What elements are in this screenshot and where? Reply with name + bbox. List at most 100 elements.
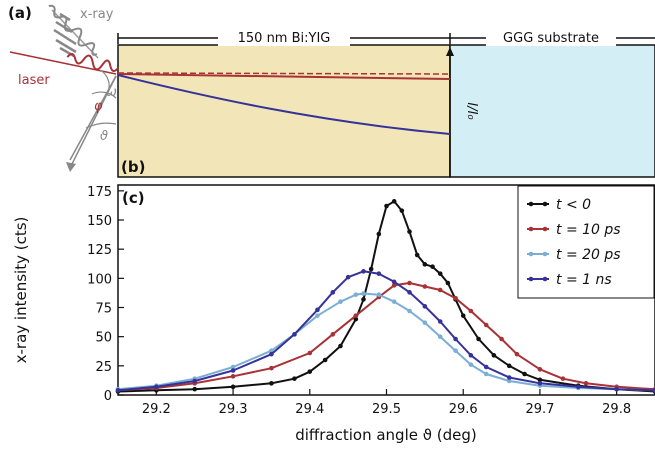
- data-point: [307, 350, 313, 356]
- data-point: [154, 384, 159, 390]
- xray-label: x-ray: [80, 7, 114, 22]
- laser-pulse-icon: [66, 53, 120, 72]
- series-layer: [115, 199, 655, 394]
- data-point: [391, 283, 397, 288]
- x-axis-label: diffraction angle ϑ (deg): [295, 426, 477, 444]
- y-tick-label: 100: [87, 272, 112, 287]
- data-point: [407, 308, 412, 314]
- series-line: [117, 292, 655, 392]
- data-point: [575, 384, 581, 390]
- data-point: [307, 369, 313, 374]
- panel-label-c: (c): [122, 189, 145, 207]
- data-point: [422, 320, 428, 325]
- y-tick-label: 0: [104, 389, 112, 404]
- substrate-layer: [449, 44, 655, 178]
- data-point: [353, 316, 359, 322]
- data-point: [476, 336, 481, 342]
- data-point: [230, 384, 236, 390]
- legend-marker: [528, 251, 534, 257]
- data-point: [338, 299, 343, 304]
- schematic: 150 nm Bi:YIG GGG substrate I/I₀ (a) (b)…: [8, 4, 655, 178]
- data-point: [269, 381, 274, 386]
- data-point: [391, 279, 397, 285]
- laser-profile-dashed: [117, 72, 451, 75]
- intensity-arrow-head: [446, 47, 454, 56]
- data-point: [322, 357, 328, 363]
- data-point: [506, 363, 512, 369]
- data-point: [353, 313, 359, 318]
- data-point: [514, 351, 520, 357]
- y-axis-ticks: 0 25 50 75 100 125 150 175: [87, 185, 124, 404]
- legend-label: t < 0: [556, 197, 591, 213]
- data-point: [537, 367, 543, 372]
- legend: t < 0 t = 10 ps t = 20 ps t = 1 ns: [517, 185, 655, 299]
- laser-label: laser: [18, 73, 50, 88]
- data-point: [315, 313, 320, 318]
- substrate-label: GGG substrate: [503, 31, 599, 46]
- chart: 29.2 29.3 29.4 29.5 29.6 29.7 29.8 0 25 50 75 100 1…: [12, 184, 655, 444]
- data-point: [506, 375, 512, 380]
- data-point: [460, 313, 466, 318]
- legend-marker: [542, 201, 548, 207]
- substrate-label-bg: [486, 28, 616, 46]
- legend-marker: [542, 226, 548, 232]
- data-point: [361, 269, 366, 274]
- data-point: [422, 262, 428, 267]
- data-point: [192, 378, 198, 384]
- data-point: [115, 388, 121, 393]
- data-point: [414, 252, 420, 258]
- legend-marker: [542, 251, 548, 257]
- xray-wavepacket-icon: [48, 4, 99, 59]
- data-point: [230, 364, 236, 370]
- y-tick-label: 125: [87, 243, 112, 258]
- data-point: [192, 386, 198, 392]
- data-point: [560, 376, 566, 381]
- data-point: [230, 368, 236, 373]
- data-point: [391, 299, 397, 304]
- phi-arc: [91, 91, 117, 99]
- data-point: [361, 297, 366, 302]
- data-point: [368, 266, 374, 272]
- data-point: [376, 231, 382, 237]
- legend-marker: [528, 226, 534, 232]
- legend-marker: [528, 276, 534, 282]
- data-point: [330, 332, 336, 337]
- laser-profile: [117, 73, 451, 80]
- data-point: [537, 377, 543, 383]
- data-point: [537, 381, 543, 386]
- data-point: [422, 304, 428, 309]
- data-point: [499, 336, 504, 342]
- data-point: [345, 274, 351, 280]
- omega-symbol: ω: [106, 85, 117, 100]
- series-line: [117, 200, 655, 393]
- data-point: [353, 292, 359, 297]
- data-point: [522, 371, 527, 377]
- data-point: [391, 199, 397, 204]
- data-point: [376, 271, 382, 276]
- y-tick-label: 75: [95, 302, 112, 317]
- film-label: 150 nm Bi:YIG: [238, 31, 331, 46]
- data-point: [453, 295, 458, 301]
- y-tick-label: 150: [87, 214, 112, 229]
- data-point: [407, 280, 412, 286]
- reflected-xray-head: [66, 162, 76, 172]
- data-point: [384, 203, 389, 209]
- x-tick-label: 29.2: [142, 402, 171, 417]
- data-point: [652, 388, 655, 393]
- data-point: [437, 287, 443, 293]
- film-label-bg: [218, 28, 350, 46]
- data-point: [468, 353, 474, 358]
- legend-marker: [528, 201, 534, 207]
- data-point: [361, 291, 366, 296]
- data-point: [491, 353, 497, 358]
- data-point: [583, 381, 589, 386]
- data-point: [315, 307, 320, 313]
- data-point: [376, 292, 382, 297]
- data-point: [230, 374, 236, 379]
- data-point: [614, 386, 619, 392]
- legend-marker: [542, 276, 548, 282]
- data-point: [269, 351, 274, 357]
- x-tick-label: 29.5: [372, 402, 401, 417]
- x-tick-label: 29.3: [219, 402, 248, 417]
